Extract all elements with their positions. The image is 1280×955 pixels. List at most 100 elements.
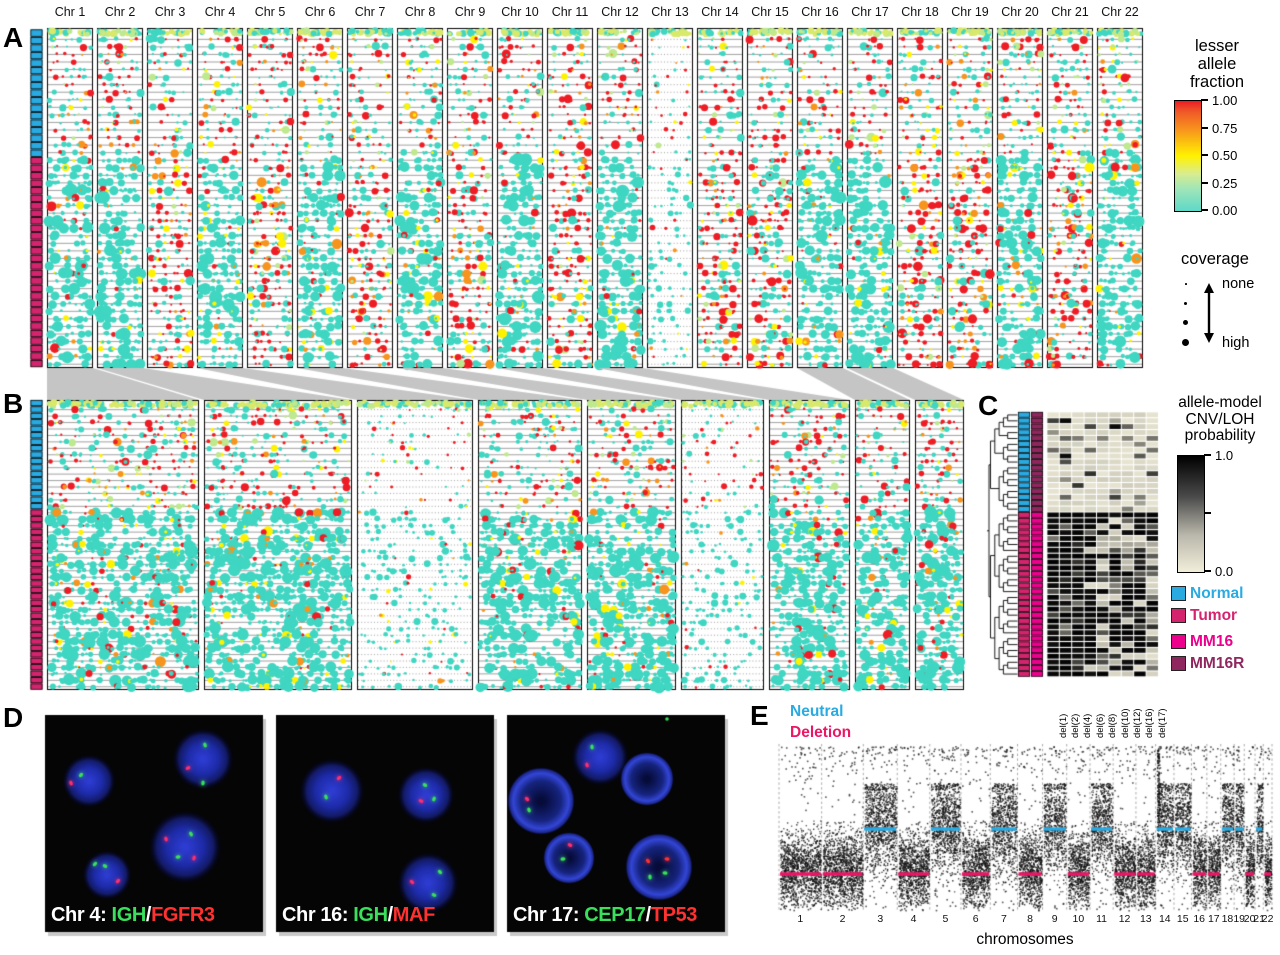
cnv-title-line2: CNV/LOH [1185,410,1255,428]
e-tick-label: 9 [1051,913,1058,925]
panel-d-label: D [3,702,24,733]
laf-tick-mark [1201,181,1208,184]
e-tick-label: 13 [1139,913,1152,925]
fish-image-label: Chr 4: IGH/FGFR3 [51,904,215,927]
heatmap-column-label: del(12) [1131,708,1143,738]
chr-label: Chr 16 [801,5,839,19]
laf-tick-mark [1201,209,1208,211]
laf-colorbar [1174,100,1202,212]
chr-label: Chr 18 [901,5,939,19]
chr-label: Chr 6 [304,5,336,19]
laf-tick-mark [1201,99,1208,101]
coverage-range-arrow [1204,283,1214,343]
cnv-tick-mark [1204,454,1211,456]
mm16-swatch [1171,634,1186,649]
normal-swatch [1171,586,1186,601]
tumor-swatch [1171,608,1186,623]
fish-label-separator: / [145,904,152,926]
e-tick-label: 16 [1193,913,1206,925]
e-tick-label: 2 [839,913,846,925]
coverage-max-label: high [1222,335,1250,351]
cnv-title-line1: allele-model [1178,394,1262,411]
coverage-legend-title: coverage [1181,250,1249,268]
laf-title-line3: fraction [1189,72,1245,91]
cnv-tick-mark [1204,512,1211,514]
chr-label: Chr 19 [951,5,989,19]
heatmap-column-label: del(17) [1156,708,1168,738]
fish-probe-green: CEP17 [584,904,646,926]
panel-e-label: E [750,700,769,731]
chr-label: Chr 11 [551,5,589,19]
chr-label: Chr 20 [1001,5,1039,19]
mm16-label: MM16 [1190,633,1234,650]
chr-label: Chr 2 [104,5,136,19]
heatmap-column-label: del(8) [1107,713,1119,738]
cnv-colorbar [1177,455,1205,573]
normal-label: Normal [1190,585,1244,602]
coverage-dot-mid [1183,320,1188,325]
mm16r-swatch [1171,656,1186,671]
e-tick-label: 18 [1221,913,1234,925]
e-legend-neutral: Neutral [790,703,844,720]
e-tick-label: 19 [1233,913,1246,925]
panel-b-label: B [3,388,24,419]
e-tick-label: 4 [910,913,917,925]
e-tick-label: 21 [1253,913,1265,925]
fish-image-label: Chr 16: IGH/MAF [282,904,435,927]
chr-label: Chr 7 [354,5,386,19]
fish-label-prefix: Chr 16: [282,904,354,926]
heatmap-column-label: del(2) [1069,713,1081,738]
chr-label: Chr 4 [204,5,236,19]
chr-label: Chr 17 [851,5,889,19]
fish-label-prefix: Chr 4: [51,904,112,926]
e-tick-label: 22 [1261,913,1274,925]
fish-probe-red: TP53 [650,904,698,926]
panel-a-label: A [3,22,24,53]
chr-label: Chr 8 [404,5,436,19]
fish-label-separator: / [645,904,652,926]
legend-item-normal: Normal [1171,585,1271,602]
e-legend-deletion: Deletion [790,724,852,741]
e-tick-label: 15 [1176,913,1189,925]
laf-legend-title: lesser allele fraction [1162,37,1272,91]
cnv-legend-title: allele-model CNV/LOH probability [1162,394,1278,445]
heatmap-column-label: del(1) [1057,713,1069,738]
heatmap-column-label: del(10) [1119,708,1131,738]
chr-label: Chr 9 [454,5,486,19]
e-tick-label: 5 [942,913,949,925]
chr-label: Chr 12 [601,5,639,19]
mm16r-label: MM16R [1190,655,1245,672]
laf-tick-label: 0.75 [1212,120,1238,136]
heatmap-column-label: del(6) [1094,713,1106,738]
tumor-label: Tumor [1190,607,1238,624]
panel-c-label: C [978,390,999,421]
fish-probe-green: IGH [111,904,147,926]
legend-item-mm16r: MM16R [1171,655,1271,672]
chr-label: Chr 5 [254,5,286,19]
fish-probe-red: FGFR3 [151,904,215,926]
chr-label: Chr 22 [1101,5,1139,19]
e-tick-label: 17 [1207,913,1220,925]
e-tick-label: 10 [1072,913,1085,925]
e-tick-label: 6 [972,913,979,925]
chr-label: Chr 1 [54,5,86,19]
laf-tick-label: 1.00 [1212,93,1238,108]
e-tick-label: 8 [1027,913,1033,925]
e-tick-label: 14 [1158,913,1171,925]
coverage-dot-high [1182,339,1189,346]
chr-label: Chr 15 [751,5,789,19]
cnv-title-line3: probability [1184,427,1256,445]
cnv-tick-mark [1204,570,1211,572]
cnv-tick-label: 1.0 [1215,448,1234,463]
e-tick-label: 1 [797,913,804,925]
cnv-tick-label: 0.0 [1215,564,1234,579]
e-tick-label: 3 [877,913,884,925]
laf-tick-mark [1201,126,1208,129]
coverage-dot-none [1185,283,1187,285]
legend-item-tumor: Tumor [1171,607,1271,624]
fish-probe-green: IGH [353,904,388,926]
e-tick-label: 11 [1096,913,1108,925]
fish-image-label: Chr 17: CEP17/TP53 [513,904,697,927]
e-tick-label: 12 [1118,913,1131,925]
